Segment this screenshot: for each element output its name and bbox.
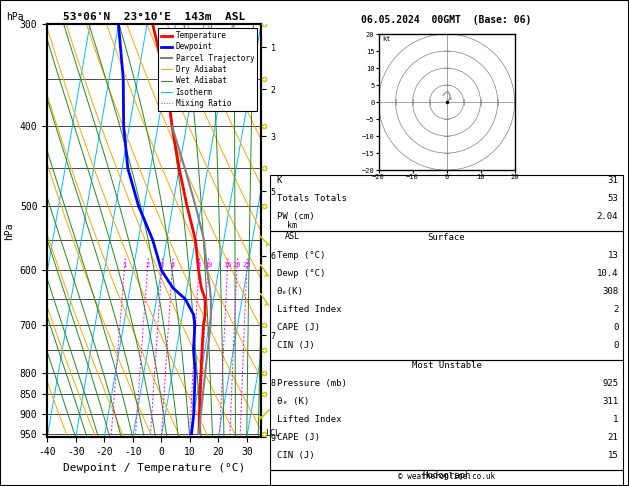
Text: 16: 16 xyxy=(223,261,231,267)
Text: 20: 20 xyxy=(233,261,242,267)
Text: Temp (°C): Temp (°C) xyxy=(277,251,325,260)
Text: CAPE (J): CAPE (J) xyxy=(277,323,320,332)
Text: LCL: LCL xyxy=(265,429,280,438)
Text: s: s xyxy=(448,96,452,102)
Y-axis label: km
ASL: km ASL xyxy=(285,221,300,241)
Text: Pressure (mb): Pressure (mb) xyxy=(277,379,347,388)
Text: 2: 2 xyxy=(145,261,150,267)
Text: 3: 3 xyxy=(160,261,164,267)
Text: PW (cm): PW (cm) xyxy=(277,212,314,222)
Text: kt: kt xyxy=(382,36,391,42)
Text: © weatheronline.co.uk: © weatheronline.co.uk xyxy=(398,472,495,481)
Text: θₑ(K): θₑ(K) xyxy=(277,287,304,296)
Text: 1: 1 xyxy=(613,415,618,424)
Text: 308: 308 xyxy=(602,287,618,296)
Text: Dewp (°C): Dewp (°C) xyxy=(277,269,325,278)
Text: Surface: Surface xyxy=(428,233,465,242)
Text: 311: 311 xyxy=(602,397,618,406)
Text: 31: 31 xyxy=(608,176,618,186)
Text: CIN (J): CIN (J) xyxy=(277,341,314,350)
X-axis label: Dewpoint / Temperature (°C): Dewpoint / Temperature (°C) xyxy=(63,463,245,473)
Text: Totals Totals: Totals Totals xyxy=(277,194,347,204)
Text: CIN (J): CIN (J) xyxy=(277,451,314,460)
Text: Lifted Index: Lifted Index xyxy=(277,305,342,314)
Text: 06.05.2024  00GMT  (Base: 06): 06.05.2024 00GMT (Base: 06) xyxy=(362,15,532,25)
Text: Hodograph: Hodograph xyxy=(423,471,470,481)
Text: 1: 1 xyxy=(123,261,126,267)
Text: 15: 15 xyxy=(608,451,618,460)
Text: hPa: hPa xyxy=(6,12,24,22)
Text: 8: 8 xyxy=(197,261,201,267)
Text: K: K xyxy=(277,176,282,186)
Text: 21: 21 xyxy=(608,433,618,442)
Y-axis label: hPa: hPa xyxy=(4,222,14,240)
Text: 10: 10 xyxy=(204,261,212,267)
Text: 925: 925 xyxy=(602,379,618,388)
Text: CAPE (J): CAPE (J) xyxy=(277,433,320,442)
Text: 4: 4 xyxy=(170,261,174,267)
Text: 13: 13 xyxy=(608,251,618,260)
Text: 53: 53 xyxy=(608,194,618,204)
Text: Most Unstable: Most Unstable xyxy=(411,361,482,370)
Text: θₑ (K): θₑ (K) xyxy=(277,397,309,406)
Text: 2: 2 xyxy=(613,305,618,314)
Legend: Temperature, Dewpoint, Parcel Trajectory, Dry Adiabat, Wet Adiabat, Isotherm, Mi: Temperature, Dewpoint, Parcel Trajectory… xyxy=(158,28,257,111)
Text: 0: 0 xyxy=(613,323,618,332)
Text: 2.04: 2.04 xyxy=(597,212,618,222)
Text: 53°06'N  23°10'E  143m  ASL: 53°06'N 23°10'E 143m ASL xyxy=(63,12,245,22)
Text: 10.4: 10.4 xyxy=(597,269,618,278)
Text: 0: 0 xyxy=(613,341,618,350)
Text: Lifted Index: Lifted Index xyxy=(277,415,342,424)
Text: 25: 25 xyxy=(243,261,251,267)
